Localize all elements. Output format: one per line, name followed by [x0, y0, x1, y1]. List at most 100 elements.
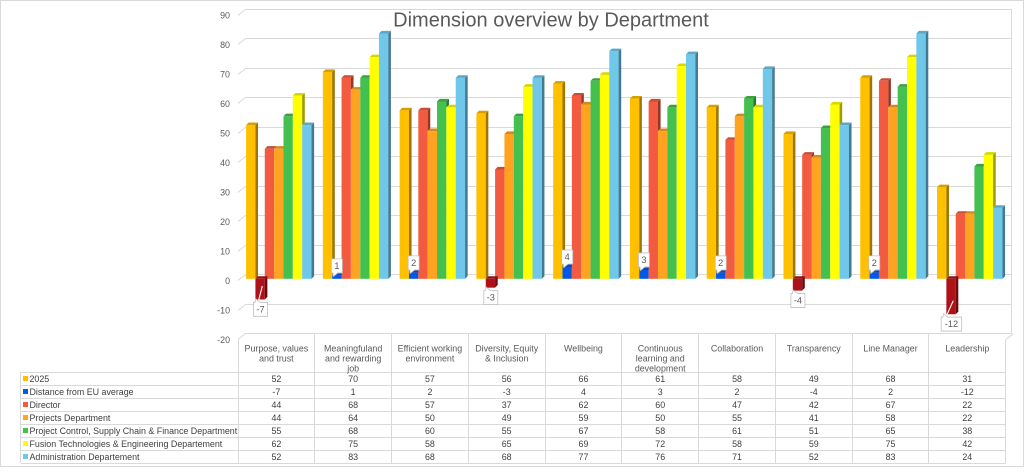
svg-text:40: 40 — [220, 158, 230, 168]
svg-text:-20: -20 — [217, 335, 230, 345]
svg-text:10: 10 — [220, 246, 230, 256]
svg-text:65: 65 — [502, 439, 512, 449]
svg-text:Distance from EU average: Distance from EU average — [30, 387, 134, 397]
svg-text:2: 2 — [735, 387, 740, 397]
svg-text:Administration Departement: Administration Departement — [30, 452, 141, 462]
svg-text:60: 60 — [220, 99, 230, 109]
svg-text:1: 1 — [334, 261, 339, 271]
svg-text:0: 0 — [225, 276, 230, 286]
svg-text:-3: -3 — [503, 387, 511, 397]
svg-text:50: 50 — [655, 413, 665, 423]
svg-text:71: 71 — [732, 452, 742, 462]
svg-text:68: 68 — [348, 400, 358, 410]
svg-text:job: job — [346, 364, 359, 374]
svg-text:-10: -10 — [217, 305, 230, 315]
svg-text:61: 61 — [732, 426, 742, 436]
svg-text:60: 60 — [425, 426, 435, 436]
svg-text:2: 2 — [411, 258, 416, 268]
svg-text:56: 56 — [502, 374, 512, 384]
svg-text:and rewarding: and rewarding — [325, 354, 381, 364]
svg-text:Diversity, Equity: Diversity, Equity — [475, 344, 539, 354]
svg-text:50: 50 — [220, 128, 230, 138]
svg-text:76: 76 — [655, 452, 665, 462]
svg-text:52: 52 — [809, 452, 819, 462]
svg-text:Efficient working: Efficient working — [398, 344, 463, 354]
svg-text:58: 58 — [425, 439, 435, 449]
svg-text:38: 38 — [962, 426, 972, 436]
svg-text:-7: -7 — [272, 387, 280, 397]
svg-text:62: 62 — [579, 400, 589, 410]
svg-text:77: 77 — [579, 452, 589, 462]
svg-text:68: 68 — [348, 426, 358, 436]
svg-text:55: 55 — [732, 413, 742, 423]
svg-text:22: 22 — [962, 413, 972, 423]
svg-text:52: 52 — [271, 374, 281, 384]
svg-text:-4: -4 — [794, 295, 802, 305]
svg-text:30: 30 — [220, 187, 230, 197]
svg-text:37: 37 — [502, 400, 512, 410]
svg-text:44: 44 — [271, 413, 281, 423]
svg-text:58: 58 — [655, 426, 665, 436]
svg-text:-12: -12 — [961, 387, 974, 397]
svg-text:67: 67 — [886, 400, 896, 410]
svg-text:Meaningfuland: Meaningfuland — [324, 344, 382, 354]
svg-text:58: 58 — [732, 439, 742, 449]
svg-text:66: 66 — [579, 374, 589, 384]
svg-text:Purpose, values: Purpose, values — [245, 344, 309, 354]
svg-text:69: 69 — [579, 439, 589, 449]
svg-text:70: 70 — [348, 374, 358, 384]
svg-text:Projects Department: Projects Department — [30, 413, 111, 423]
svg-text:Transparency: Transparency — [787, 344, 841, 354]
svg-text:65: 65 — [886, 426, 896, 436]
svg-text:41: 41 — [809, 413, 819, 423]
svg-text:2: 2 — [718, 258, 723, 268]
svg-text:2025: 2025 — [30, 374, 50, 384]
svg-text:Fusion Technologies & Engineer: Fusion Technologies & Engineering Depart… — [30, 439, 223, 449]
svg-text:2: 2 — [872, 258, 877, 268]
svg-text:55: 55 — [271, 426, 281, 436]
svg-text:64: 64 — [348, 413, 358, 423]
svg-text:59: 59 — [579, 413, 589, 423]
svg-text:Project Control, Supply Chain: Project Control, Supply Chain & Finance … — [30, 426, 238, 436]
svg-text:2: 2 — [888, 387, 893, 397]
svg-text:57: 57 — [425, 374, 435, 384]
svg-text:80: 80 — [220, 40, 230, 50]
svg-text:environment: environment — [405, 354, 454, 364]
svg-text:72: 72 — [655, 439, 665, 449]
svg-text:-7: -7 — [256, 304, 264, 314]
svg-text:75: 75 — [886, 439, 896, 449]
svg-text:-4: -4 — [810, 387, 818, 397]
svg-text:58: 58 — [886, 413, 896, 423]
svg-text:-3: -3 — [487, 292, 495, 302]
svg-text:83: 83 — [348, 452, 358, 462]
svg-text:4: 4 — [581, 387, 586, 397]
svg-text:67: 67 — [579, 426, 589, 436]
svg-text:52: 52 — [271, 452, 281, 462]
svg-text:learning and: learning and — [636, 354, 685, 364]
svg-text:50: 50 — [425, 413, 435, 423]
svg-text:42: 42 — [962, 439, 972, 449]
svg-text:1: 1 — [351, 387, 356, 397]
svg-text:Line Manager: Line Manager — [863, 344, 917, 354]
svg-text:and trust: and trust — [259, 354, 294, 364]
svg-text:68: 68 — [425, 452, 435, 462]
svg-text:22: 22 — [962, 400, 972, 410]
svg-text:59: 59 — [809, 439, 819, 449]
svg-text:55: 55 — [502, 426, 512, 436]
svg-text:60: 60 — [655, 400, 665, 410]
svg-text:-12: -12 — [945, 319, 958, 329]
svg-text:Leadership: Leadership — [945, 344, 989, 354]
svg-text:42: 42 — [809, 400, 819, 410]
svg-text:57: 57 — [425, 400, 435, 410]
svg-text:Continuous: Continuous — [638, 344, 683, 354]
svg-text:Collaboration: Collaboration — [711, 344, 763, 354]
svg-text:4: 4 — [565, 252, 570, 262]
svg-text:development: development — [635, 364, 686, 374]
svg-text:3: 3 — [641, 255, 646, 265]
svg-text:& Inclusion: & Inclusion — [485, 354, 528, 364]
svg-text:68: 68 — [502, 452, 512, 462]
svg-text:62: 62 — [271, 439, 281, 449]
svg-text:75: 75 — [348, 439, 358, 449]
svg-text:61: 61 — [655, 374, 665, 384]
svg-text:31: 31 — [962, 374, 972, 384]
